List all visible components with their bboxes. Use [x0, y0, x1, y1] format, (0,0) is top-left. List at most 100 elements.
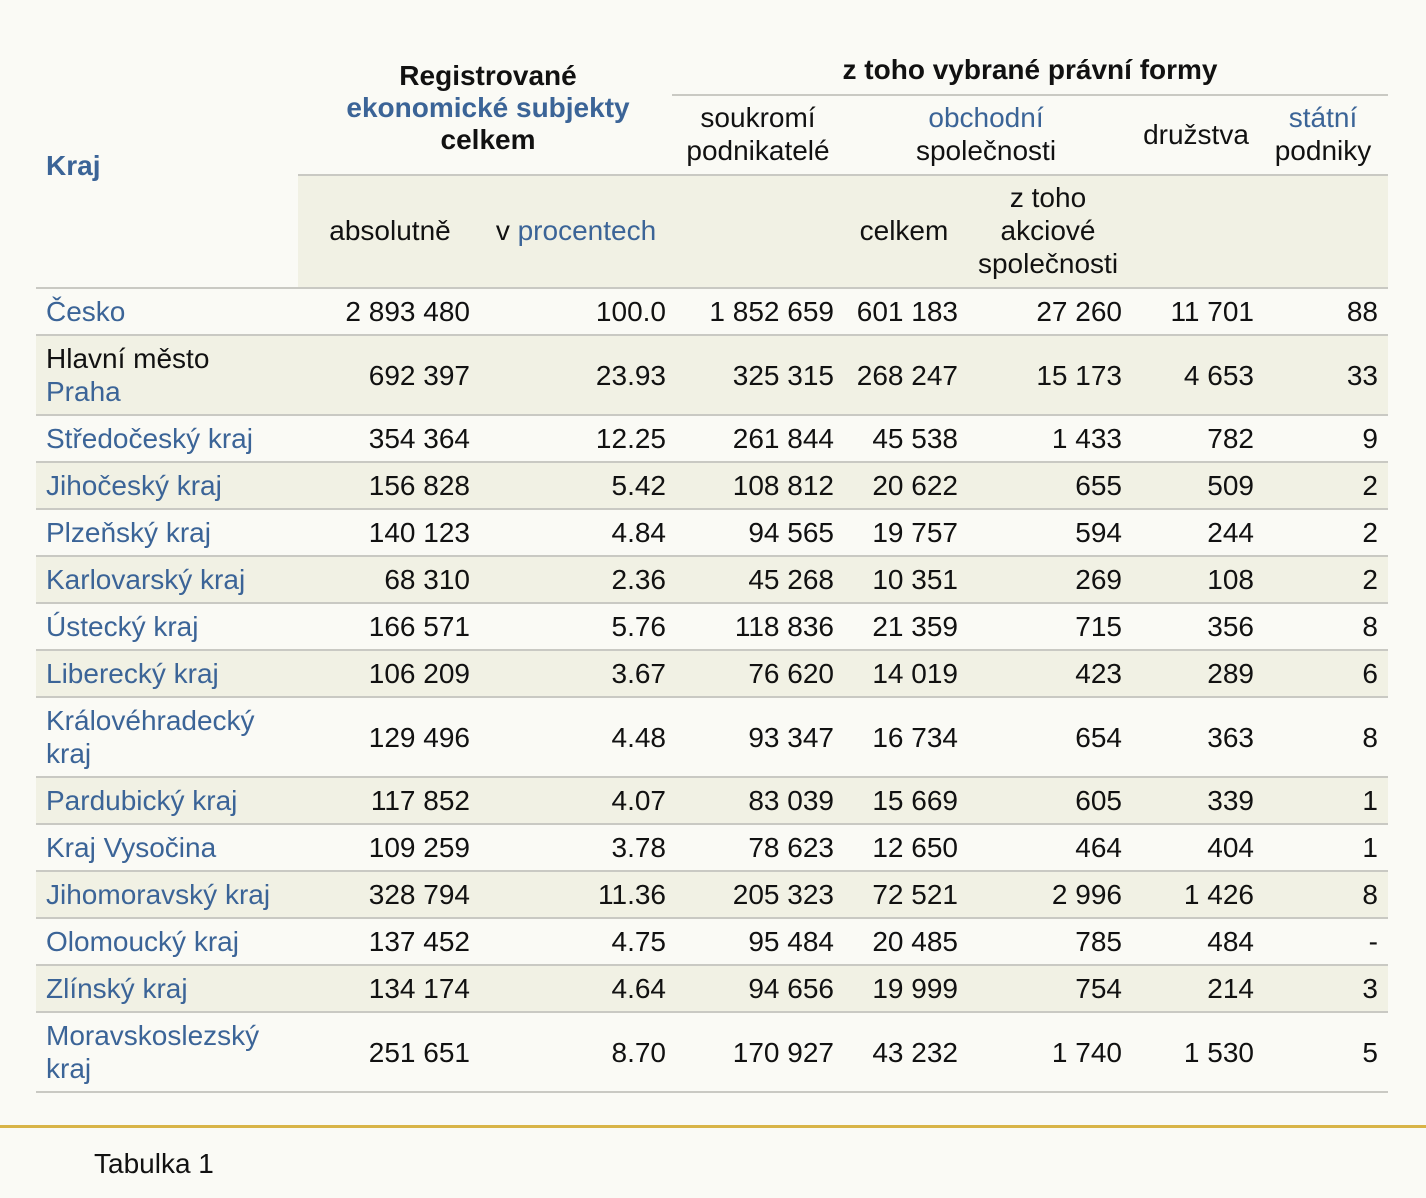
header-obchodni-link[interactable]: obchodní: [928, 102, 1044, 133]
cell-abs: 328 794: [368, 879, 470, 910]
cell-stat: 9: [1362, 423, 1378, 454]
region-name: Královéhradecký kraj: [46, 698, 316, 776]
cell-akc: 654: [1075, 721, 1122, 753]
cell-stat: 33: [1346, 359, 1378, 391]
region-name: Liberecký kraj: [46, 651, 316, 696]
header-akciove: z toho akciové společnosti: [962, 181, 1134, 280]
cell-pct: 5.42: [611, 470, 667, 501]
cell-souk: 94 656: [748, 973, 834, 1004]
region-name: Pardubický kraj: [46, 778, 316, 823]
cell-souk: 170 927: [732, 1036, 834, 1068]
cell-obch: 43 232: [872, 1036, 958, 1068]
region-name-line1[interactable]: Jihočeský kraj: [46, 470, 222, 501]
table-row: Jihočeský kraj 156 828 5.42 108 812 20 622 65…: [36, 463, 1388, 510]
table-row: Jihomoravský kraj 328 794 11.36 205 323 72 5…: [36, 872, 1388, 919]
cell-abs: 137 452: [368, 926, 470, 957]
region-name-line1[interactable]: Kraj Vysočina: [46, 832, 217, 863]
region-name: Ústecký kraj: [46, 604, 316, 649]
region-name-line1[interactable]: Středočeský kraj: [46, 423, 253, 454]
table-row: Olomoucký kraj 137 452 4.75 95 484 20 485 785…: [36, 919, 1388, 966]
cell-abs: 106 209: [368, 658, 470, 689]
cell-druz: 404: [1207, 832, 1254, 863]
cell-abs: 251 651: [368, 1036, 470, 1068]
region-name-line1[interactable]: Plzeňský kraj: [46, 517, 211, 548]
header-procentech-link[interactable]: procentech: [517, 215, 657, 246]
cell-abs: 129 496: [368, 721, 470, 753]
region-name: Česko: [46, 289, 316, 334]
cell-stat: -: [1368, 926, 1378, 957]
cell-souk: 205 323: [732, 879, 834, 910]
cell-pct: 4.64: [611, 973, 667, 1004]
cell-souk: 83 039: [748, 785, 834, 816]
cell-akc: 27 260: [1036, 296, 1122, 327]
table-row: Ústecký kraj 166 571 5.76 118 836 21 359 715 3…: [36, 604, 1388, 651]
cell-druz: 484: [1207, 926, 1254, 957]
cell-souk: 76 620: [748, 658, 834, 689]
header-registrovane: Registrované ekonomické subjekty celkem: [298, 60, 678, 156]
cell-stat: 8: [1362, 611, 1378, 642]
cell-pct: 4.84: [611, 517, 667, 548]
cell-abs: 140 123: [368, 517, 470, 548]
cell-akc: 15 173: [1036, 359, 1122, 391]
region-name-line1[interactable]: Liberecký kraj: [46, 658, 219, 689]
cell-pct: 5.76: [611, 611, 667, 642]
region-name-line1[interactable]: Zlínský kraj: [46, 973, 188, 1004]
region-name: Plzeňský kraj: [46, 510, 316, 555]
header-akciove-line2: akciové: [1000, 215, 1096, 246]
cell-obch: 19 757: [872, 517, 958, 548]
header-registrovane-line3: celkem: [440, 124, 536, 155]
table-row: Pardubický kraj 117 852 4.07 83 039 15 669 60…: [36, 778, 1388, 825]
cell-druz: 339: [1207, 785, 1254, 816]
cell-druz: 289: [1207, 658, 1254, 689]
cell-akc: 785: [1075, 926, 1122, 957]
table-row: Středočeský kraj 354 364 12.25 261 844 45 53…: [36, 416, 1388, 463]
cell-pct: 23.93: [595, 359, 666, 391]
cell-obch: 45 538: [872, 423, 958, 454]
cell-akc: 655: [1075, 470, 1122, 501]
cell-souk: 95 484: [748, 926, 834, 957]
cell-druz: 11 701: [1170, 296, 1254, 327]
table-row: Moravskoslezský kraj 251 651 8.70 170 927 43 …: [36, 1013, 1388, 1093]
cell-obch: 10 351: [872, 564, 958, 595]
cell-stat: 3: [1362, 973, 1378, 1004]
cell-stat: 1: [1362, 832, 1378, 863]
cell-obch: 16 734: [872, 721, 958, 753]
header-druzstva: družstva: [1143, 119, 1249, 150]
cell-obch: 19 999: [872, 973, 958, 1004]
region-name-line1[interactable]: Česko: [46, 296, 126, 327]
cell-druz: 363: [1207, 721, 1254, 753]
cell-druz: 356: [1207, 611, 1254, 642]
region-name-line1[interactable]: Pardubický kraj: [46, 785, 238, 816]
header-akciove-line3: společnosti: [977, 248, 1119, 279]
cell-druz: 244: [1207, 517, 1254, 548]
region-name-line1[interactable]: Ústecký kraj: [46, 611, 199, 642]
table-row: Královéhradecký kraj 129 496 4.48 93 347 16 7…: [36, 698, 1388, 778]
cell-druz: 782: [1207, 423, 1254, 454]
region-name: Středočeský kraj: [46, 416, 316, 461]
cell-stat: 5: [1362, 1036, 1378, 1068]
region-name-line1[interactable]: Královéhradecký: [46, 705, 255, 736]
header-statni-link[interactable]: státní: [1288, 102, 1358, 133]
cell-obch: 268 247: [856, 359, 958, 391]
cell-akc: 269: [1075, 564, 1122, 595]
cell-pct: 100.0: [595, 296, 666, 327]
cell-akc: 1 433: [1051, 423, 1122, 454]
cell-souk: 118 836: [734, 611, 834, 642]
region-name-line1[interactable]: Moravskoslezský: [46, 1020, 260, 1051]
region-name-line2[interactable]: Praha: [46, 376, 121, 407]
region-name-line2[interactable]: kraj: [46, 738, 92, 769]
cell-druz: 509: [1207, 470, 1254, 501]
cell-stat: 8: [1362, 879, 1378, 910]
cell-abs: 2 893 480: [345, 296, 470, 327]
region-name: Kraj Vysočina: [46, 825, 316, 870]
region-name-line1[interactable]: Olomoucký kraj: [46, 926, 239, 957]
region-name-line2[interactable]: kraj: [46, 1053, 92, 1084]
cell-souk: 78 623: [748, 832, 834, 863]
header-registrovane-link[interactable]: ekonomické subjekty: [346, 92, 630, 123]
table-row: Plzeňský kraj 140 123 4.84 94 565 19 757 594 2…: [36, 510, 1388, 557]
cell-akc: 464: [1075, 832, 1122, 863]
region-name-line1[interactable]: Karlovarský kraj: [46, 564, 246, 595]
cell-pct: 3.67: [611, 658, 667, 689]
cell-druz: 108: [1207, 564, 1254, 595]
region-name-line1[interactable]: Jihomoravský kraj: [46, 879, 271, 910]
